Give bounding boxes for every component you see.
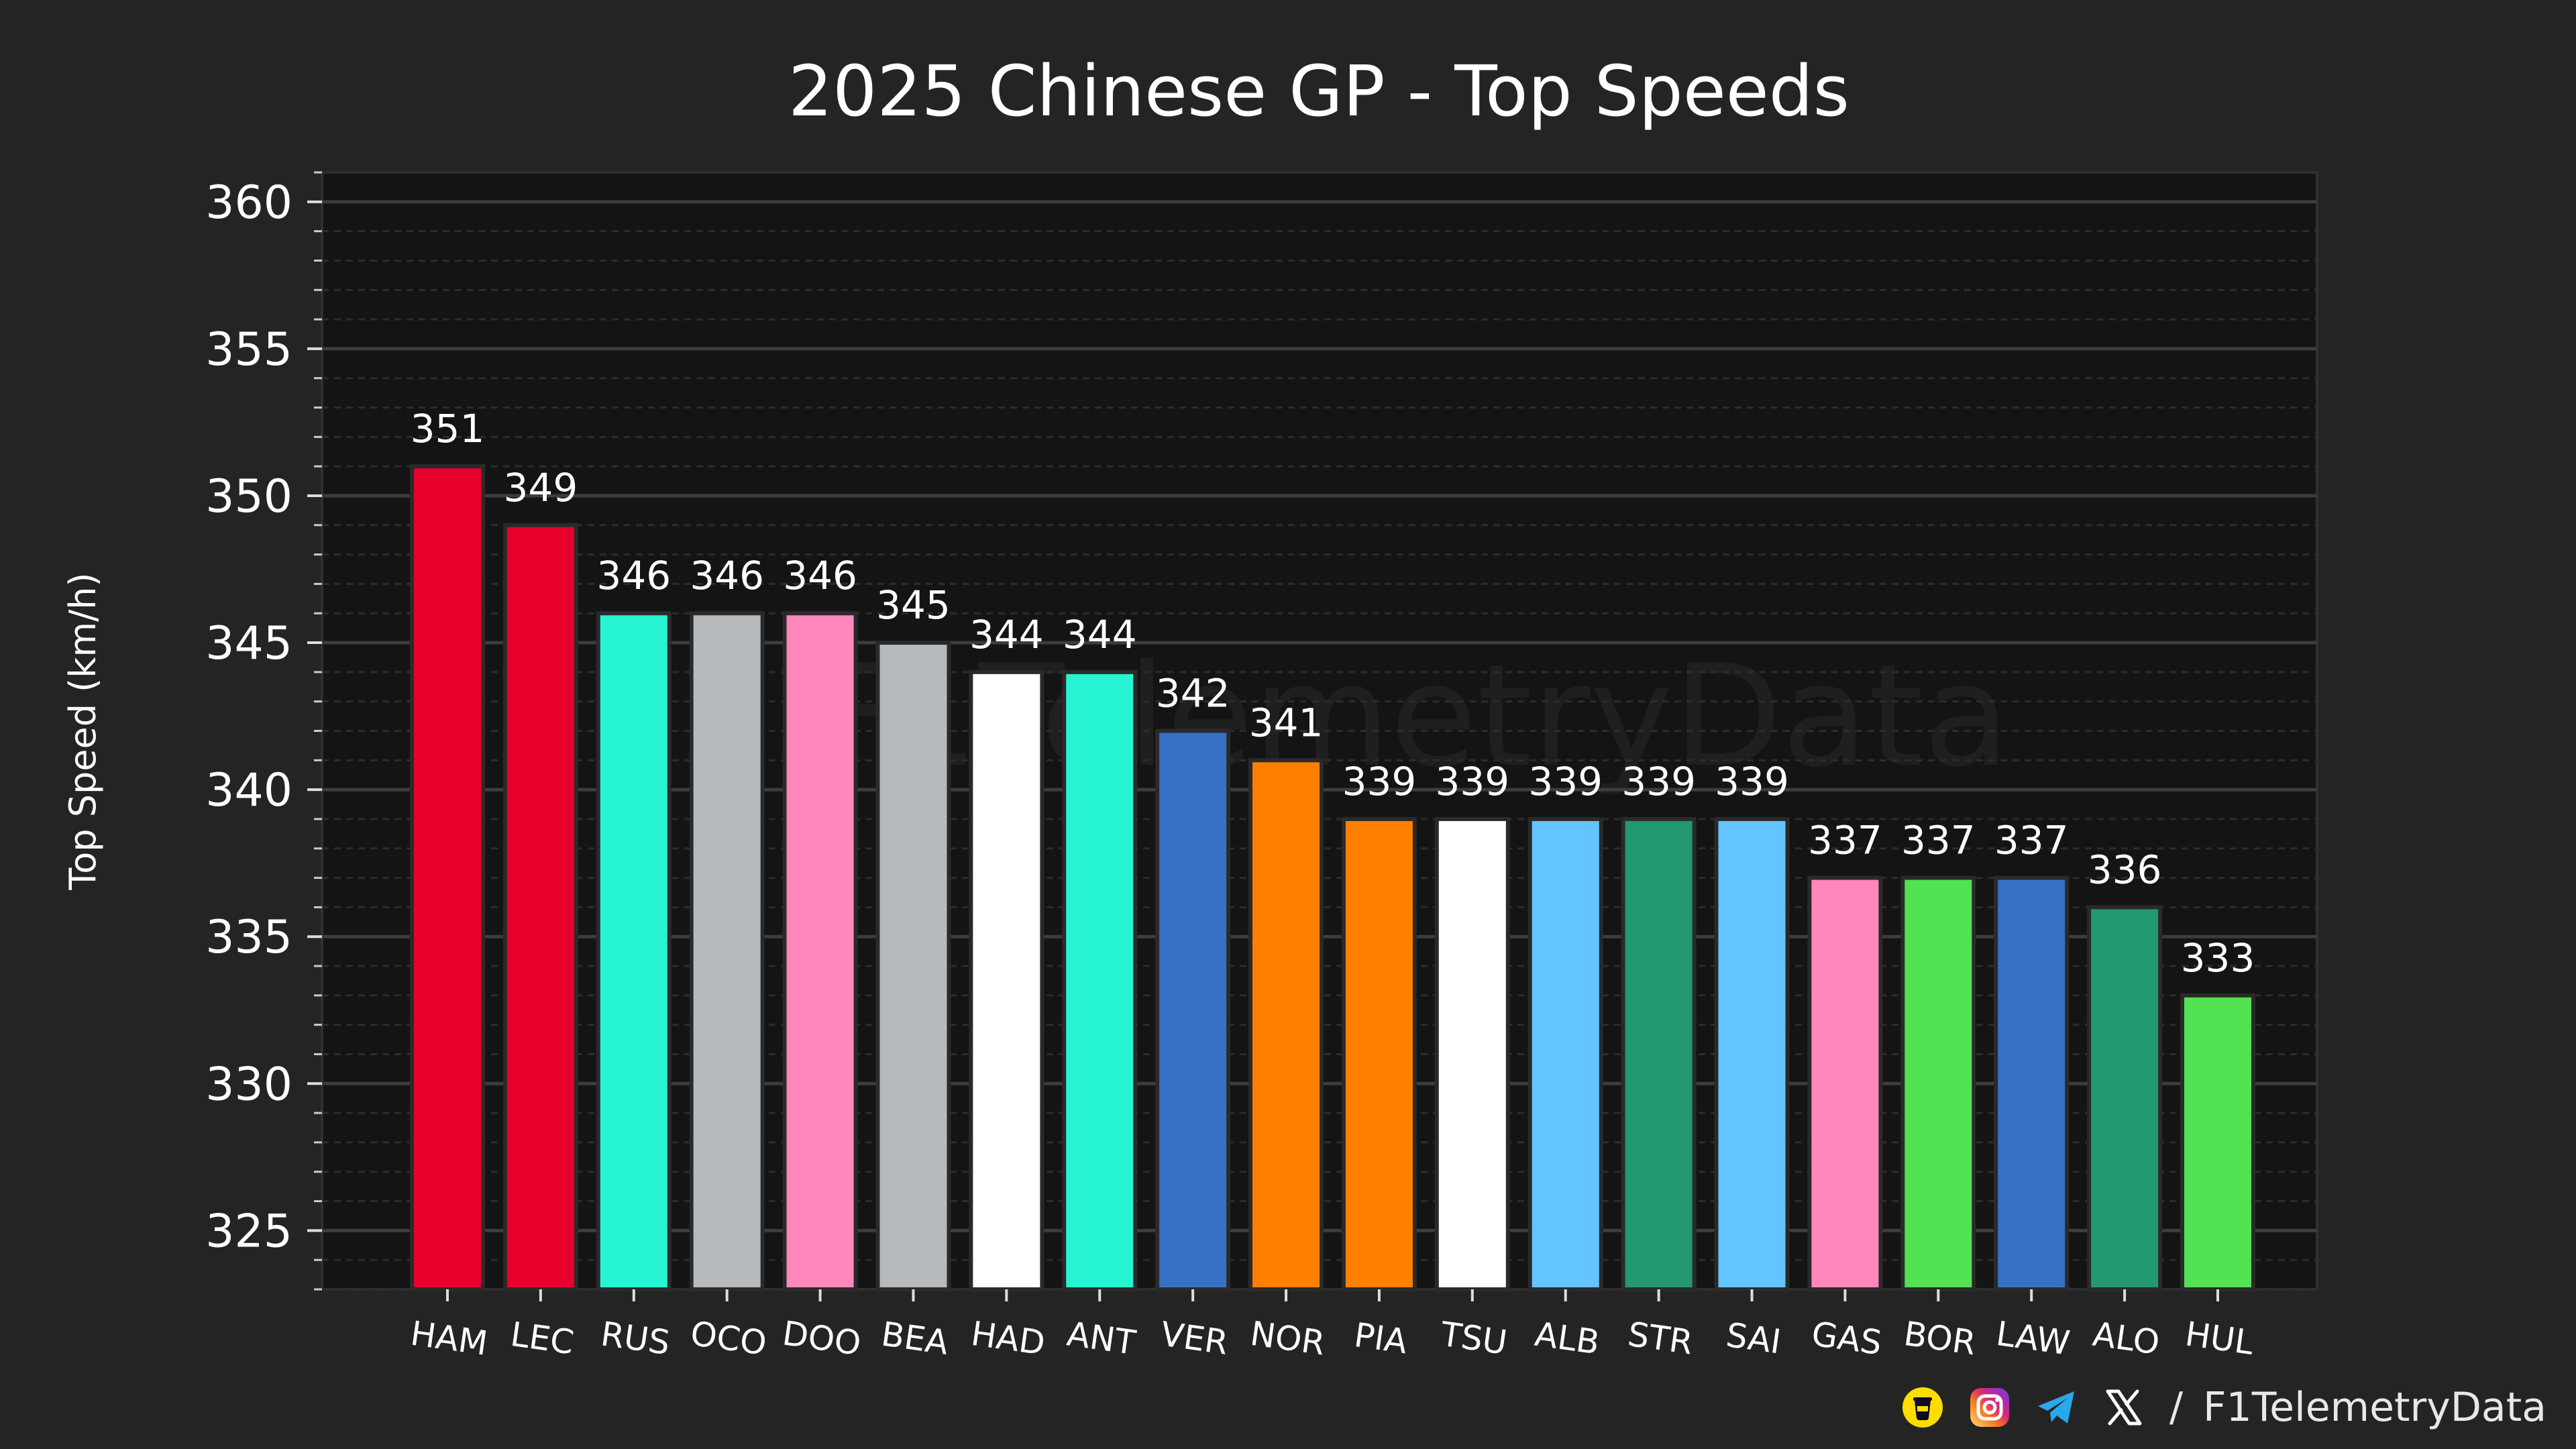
bar-law (1994, 875, 2070, 1292)
chart-title: 2025 Chinese GP - Top Speeds (788, 50, 1849, 132)
y-tick-label: 340 (205, 764, 292, 817)
bar-pia (1341, 816, 1417, 1291)
value-label: 333 (2181, 935, 2255, 981)
bar-lec (502, 523, 578, 1292)
x-tick-label: ANT (1065, 1314, 1138, 1362)
x-tick-label: LEC (508, 1315, 576, 1362)
value-label: 351 (411, 406, 485, 451)
y-tick-label: 360 (205, 176, 292, 229)
bar-rus (596, 611, 672, 1291)
y-axis-label: Top Speed (km/h) (62, 572, 104, 890)
buymeacoffee-icon[interactable] (1901, 1386, 1944, 1429)
x-tick-label: ALB (1532, 1315, 1602, 1362)
bar-alb (1527, 816, 1603, 1291)
bar-alo (2087, 905, 2163, 1292)
value-label: 339 (1621, 759, 1696, 804)
bar-gas (1807, 875, 1883, 1292)
bar-nor (1248, 758, 1324, 1291)
bar-tsu (1434, 816, 1510, 1291)
x-tick-label: DOO (780, 1313, 863, 1363)
y-tick-label: 330 (205, 1058, 292, 1111)
x-tick-label: BEA (879, 1314, 951, 1362)
value-label: 339 (1528, 759, 1603, 804)
x-tick-label: SAI (1723, 1316, 1783, 1362)
y-tick-label: 350 (205, 470, 292, 523)
value-label: 339 (1435, 759, 1509, 804)
x-icon[interactable] (2102, 1386, 2145, 1429)
x-tick-label: PIA (1352, 1316, 1409, 1361)
value-label: 336 (2088, 847, 2162, 892)
x-tick-label: HUL (2183, 1314, 2256, 1362)
x-tick-label: TSU (1438, 1314, 1509, 1362)
value-label: 339 (1342, 759, 1417, 804)
x-tick-label: OCO (688, 1314, 769, 1363)
value-label: 341 (1249, 700, 1324, 745)
bar-ant (1062, 669, 1138, 1291)
bars (410, 464, 2255, 1292)
x-tick-label: HAD (969, 1314, 1047, 1363)
y-tick-label: 335 (205, 911, 292, 964)
value-label: 337 (1994, 818, 2069, 863)
instagram-icon[interactable] (1968, 1386, 2011, 1429)
y-tick-label: 325 (205, 1205, 292, 1258)
x-tick-label: LAW (1994, 1314, 2072, 1363)
x-tick-label: RUS (598, 1314, 672, 1362)
bar-oco (689, 611, 765, 1291)
bar-had (969, 669, 1044, 1291)
social-footer: / F1TelemetryData (1901, 1381, 2546, 1434)
value-label: 344 (969, 612, 1044, 657)
telegram-icon[interactable] (2035, 1386, 2078, 1429)
y-tick-label: 355 (205, 323, 292, 376)
bar-doo (782, 611, 858, 1291)
bar-hul (2180, 993, 2255, 1292)
value-label: 346 (783, 553, 857, 598)
value-label: 346 (690, 553, 764, 598)
x-tick-label: BOR (1901, 1314, 1978, 1362)
value-label: 349 (504, 465, 578, 511)
x-tick-label: ALO (2090, 1315, 2162, 1362)
value-label: 345 (876, 582, 951, 628)
value-label: 344 (1063, 612, 1137, 657)
x-tick-label: GAS (1809, 1314, 1884, 1362)
x-tick-label: STR (1625, 1315, 1695, 1362)
footer-separator: / (2169, 1384, 2184, 1431)
bar-str (1621, 816, 1697, 1291)
x-tick-label: VER (1159, 1314, 1231, 1362)
x-tick-label: NOR (1248, 1314, 1327, 1363)
value-label: 346 (596, 553, 671, 598)
value-label: 342 (1156, 671, 1230, 716)
bar-ham (410, 464, 485, 1292)
bar-sai (1714, 816, 1790, 1291)
value-label: 339 (1715, 759, 1789, 804)
bar-bea (875, 641, 951, 1291)
y-tick-label: 345 (205, 617, 292, 670)
y-axis: 325 330 335 340 345 350 355 360 (205, 171, 322, 1291)
bar-bor (1900, 875, 1976, 1292)
value-labels: 351 349 346 346 346 345 344 344 342 341 339 339 339 3… (411, 406, 2255, 981)
value-label: 337 (1901, 818, 1976, 863)
x-axis: HAM LEC RUS OCO DOO BEA HAD ANT VER NOR PIA TSU ALB S… (408, 1289, 2256, 1363)
footer-handle[interactable]: F1TelemetryData (2203, 1384, 2546, 1431)
bar-ver (1155, 729, 1231, 1291)
x-tick-label: HAM (408, 1313, 490, 1362)
value-label: 337 (1808, 818, 1882, 863)
